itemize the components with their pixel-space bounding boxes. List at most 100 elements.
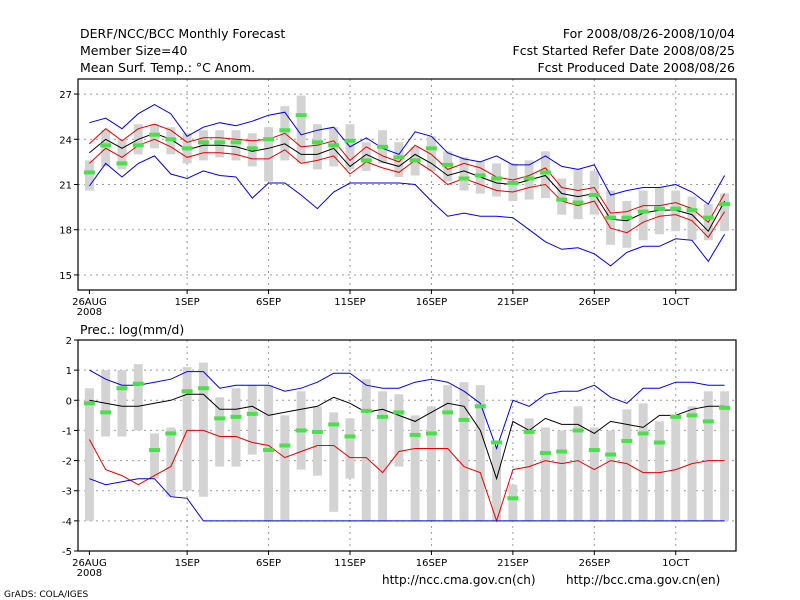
median-marker (605, 452, 617, 457)
member-size: Member Size=40 (80, 43, 187, 58)
url-en: http://bcc.cma.gov.cn(en) (566, 573, 720, 587)
url-ch: http://ncc.cma.gov.cn(ch) (382, 573, 536, 587)
median-marker (621, 215, 633, 220)
series-line-ensemble-min (88, 155, 726, 267)
spread-box (378, 391, 388, 521)
spread-box (264, 127, 274, 182)
median-marker (214, 140, 226, 145)
median-marker (132, 381, 144, 386)
series-line-lower-spread (89, 138, 726, 239)
x-tick-label: 1SEP (175, 297, 200, 308)
median-marker (605, 215, 617, 220)
median-marker (637, 431, 649, 436)
x-tick-label-year: 2008 (77, 568, 102, 579)
series-line-ensemble-max (89, 369, 725, 451)
spread-box (264, 385, 274, 521)
x-tick-label: 21SEP (497, 297, 528, 308)
median-marker (263, 137, 275, 142)
spread-box (540, 427, 550, 521)
median-marker (588, 448, 600, 453)
median-marker (491, 176, 503, 181)
median-marker (100, 410, 112, 415)
x-tick-label: 26AUG (72, 558, 107, 569)
spread-box (361, 142, 371, 171)
spread-box (671, 415, 681, 521)
median-marker (116, 161, 128, 166)
spread-box (394, 394, 404, 467)
median-marker (409, 432, 421, 437)
spread-box (84, 388, 94, 521)
spread-box (231, 130, 241, 161)
spread-box (443, 385, 453, 521)
median-marker (653, 206, 665, 211)
median-marker (409, 158, 421, 163)
x-tick-label: 26SEP (579, 297, 610, 308)
spread-box (117, 139, 127, 170)
median-marker (686, 413, 698, 418)
spread-box (426, 406, 436, 521)
spread-box (280, 415, 290, 521)
variable-label: Mean Surf. Temp.: °C Anom. (80, 60, 255, 75)
spread-box (394, 142, 404, 177)
spread-box (573, 406, 583, 521)
spread-box (198, 362, 208, 497)
median-marker (360, 408, 372, 413)
median-marker (474, 173, 486, 178)
median-marker (279, 443, 291, 448)
median-marker (670, 206, 682, 211)
median-marker (197, 140, 209, 145)
spread-box (654, 187, 664, 235)
median-marker (719, 202, 731, 207)
y-tick-label: 15 (59, 271, 72, 282)
median-marker (425, 146, 437, 151)
spread-box (589, 170, 599, 215)
median-marker (132, 143, 144, 148)
spread-box (524, 418, 534, 521)
median-marker (165, 137, 177, 142)
spread-box (492, 445, 502, 521)
median-marker (653, 440, 665, 445)
spread-box (150, 433, 160, 479)
spread-box (557, 178, 567, 215)
spread-box (557, 430, 567, 521)
spread-box (117, 370, 127, 437)
median-marker (165, 431, 177, 436)
spread-box (671, 190, 681, 232)
series-line-ensemble-mean (89, 393, 725, 481)
median-marker (344, 138, 356, 143)
median-marker (442, 162, 454, 167)
y-tick-label: -5 (62, 547, 72, 558)
median-marker (556, 449, 568, 454)
spread-box (508, 484, 518, 521)
median-marker (670, 414, 682, 419)
median-marker (83, 170, 95, 175)
refer-date: Fcst Started Refer Date 2008/08/25 (513, 43, 736, 58)
median-marker (507, 496, 519, 501)
median-marker (279, 128, 291, 133)
y-tick-label: 21 (59, 181, 72, 192)
median-marker (637, 209, 649, 214)
y-tick-label: 27 (59, 90, 72, 101)
chart-title: DERF/NCC/BCC Monthly Forecast (80, 26, 285, 41)
spread-box (410, 415, 420, 521)
median-marker (474, 404, 486, 409)
y-tick-label: 24 (59, 135, 72, 146)
spread-box (606, 430, 616, 521)
spread-box (638, 403, 648, 521)
median-marker (311, 429, 323, 434)
median-marker (328, 143, 340, 148)
median-marker (393, 410, 405, 415)
median-marker (539, 451, 551, 456)
precip-label: Prec.: log(mm/d) (80, 322, 184, 337)
y-tick-label: 2 (66, 336, 72, 347)
x-tick-label: 6SEP (256, 297, 281, 308)
spread-box (638, 190, 648, 241)
median-marker (491, 440, 503, 445)
series-line-ensemble-min (89, 478, 725, 522)
spread-box (345, 418, 355, 479)
y-tick-label: -2 (62, 457, 72, 468)
median-marker (572, 200, 584, 205)
x-tick-label: 21SEP (497, 558, 528, 569)
median-marker (393, 155, 405, 160)
